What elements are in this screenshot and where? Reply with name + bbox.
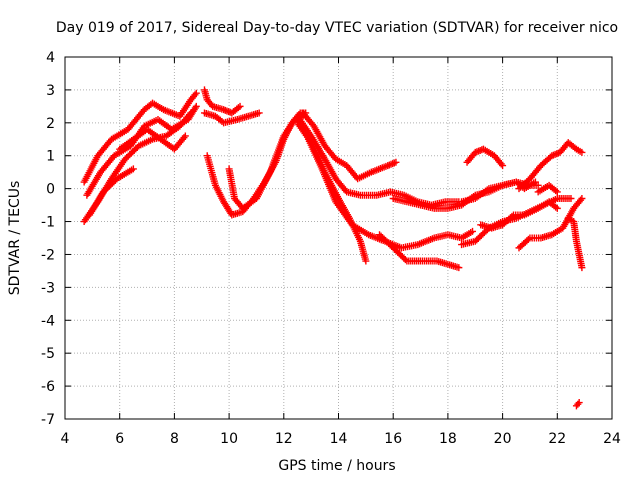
data-point	[401, 256, 409, 264]
y-tick-label: -5	[41, 346, 55, 362]
data-point	[575, 399, 583, 407]
data-point	[129, 165, 137, 173]
data-point	[553, 188, 561, 196]
series-arc-19	[477, 198, 561, 232]
series-arc-5	[116, 125, 189, 153]
data-point	[362, 257, 370, 265]
x-tick-label: 14	[330, 431, 348, 447]
y-tick-label: -6	[41, 379, 55, 395]
y-tick-label: -1	[41, 215, 55, 231]
chart-title: Day 019 of 2017, Sidereal Day-to-day VTE…	[56, 20, 618, 36]
series-arc-13	[304, 135, 477, 252]
y-tick-label: 1	[46, 149, 55, 165]
x-tick-label: 8	[170, 431, 179, 447]
data-point	[534, 181, 542, 189]
y-tick-label: -2	[41, 247, 55, 263]
data-point	[192, 102, 200, 110]
x-tick-label: 22	[548, 431, 566, 447]
data-point	[392, 158, 400, 166]
x-tick-label: 4	[61, 431, 70, 447]
y-axis-title: SDTVAR / TECUs	[7, 181, 23, 296]
series-arc-22	[534, 181, 561, 196]
data-point	[524, 235, 532, 243]
data-layer	[80, 86, 586, 410]
x-tick-label: 24	[603, 431, 621, 447]
x-tick-label: 20	[494, 431, 512, 447]
series-arc-7	[200, 109, 263, 127]
data-point	[567, 195, 575, 203]
x-tick-label: 16	[384, 431, 402, 447]
data-point	[578, 264, 586, 272]
x-tick-label: 10	[220, 431, 238, 447]
data-point	[578, 148, 586, 156]
x-tick-label: 6	[115, 431, 124, 447]
data-point	[499, 162, 507, 170]
series-arc-23	[564, 214, 586, 272]
x-tick-label: 12	[275, 431, 293, 447]
series-arc-1	[80, 89, 200, 186]
grid-layer	[65, 57, 612, 419]
y-tick-label: 3	[46, 83, 55, 99]
x-axis-title: GPS time / hours	[278, 458, 395, 474]
data-point	[192, 89, 200, 97]
y-tick-label: -3	[41, 280, 55, 296]
y-tick-label: 2	[46, 116, 55, 132]
series-arc-24	[572, 399, 583, 410]
series-arc-4	[86, 165, 137, 219]
data-point	[553, 204, 561, 212]
y-tick-label: 0	[46, 182, 55, 198]
y-tick-label: -7	[41, 412, 55, 428]
series-arc-18	[463, 145, 507, 170]
series-arc-10	[299, 109, 400, 183]
data-point	[469, 227, 477, 235]
data-point	[236, 102, 244, 110]
x-tick-label: 18	[439, 431, 457, 447]
series-arc-21	[515, 139, 586, 193]
data-point	[455, 264, 463, 272]
series-arc-14	[376, 231, 463, 272]
y-tick-label: -4	[41, 313, 55, 329]
data-point	[187, 109, 195, 117]
data-point	[508, 212, 516, 220]
series-arc-9	[225, 112, 307, 212]
data-point	[578, 195, 586, 203]
data-point	[255, 109, 263, 117]
series-arc-20	[515, 195, 586, 252]
series-arc-6	[200, 86, 244, 117]
data-point	[181, 132, 189, 140]
y-tick-label: 4	[46, 50, 55, 66]
